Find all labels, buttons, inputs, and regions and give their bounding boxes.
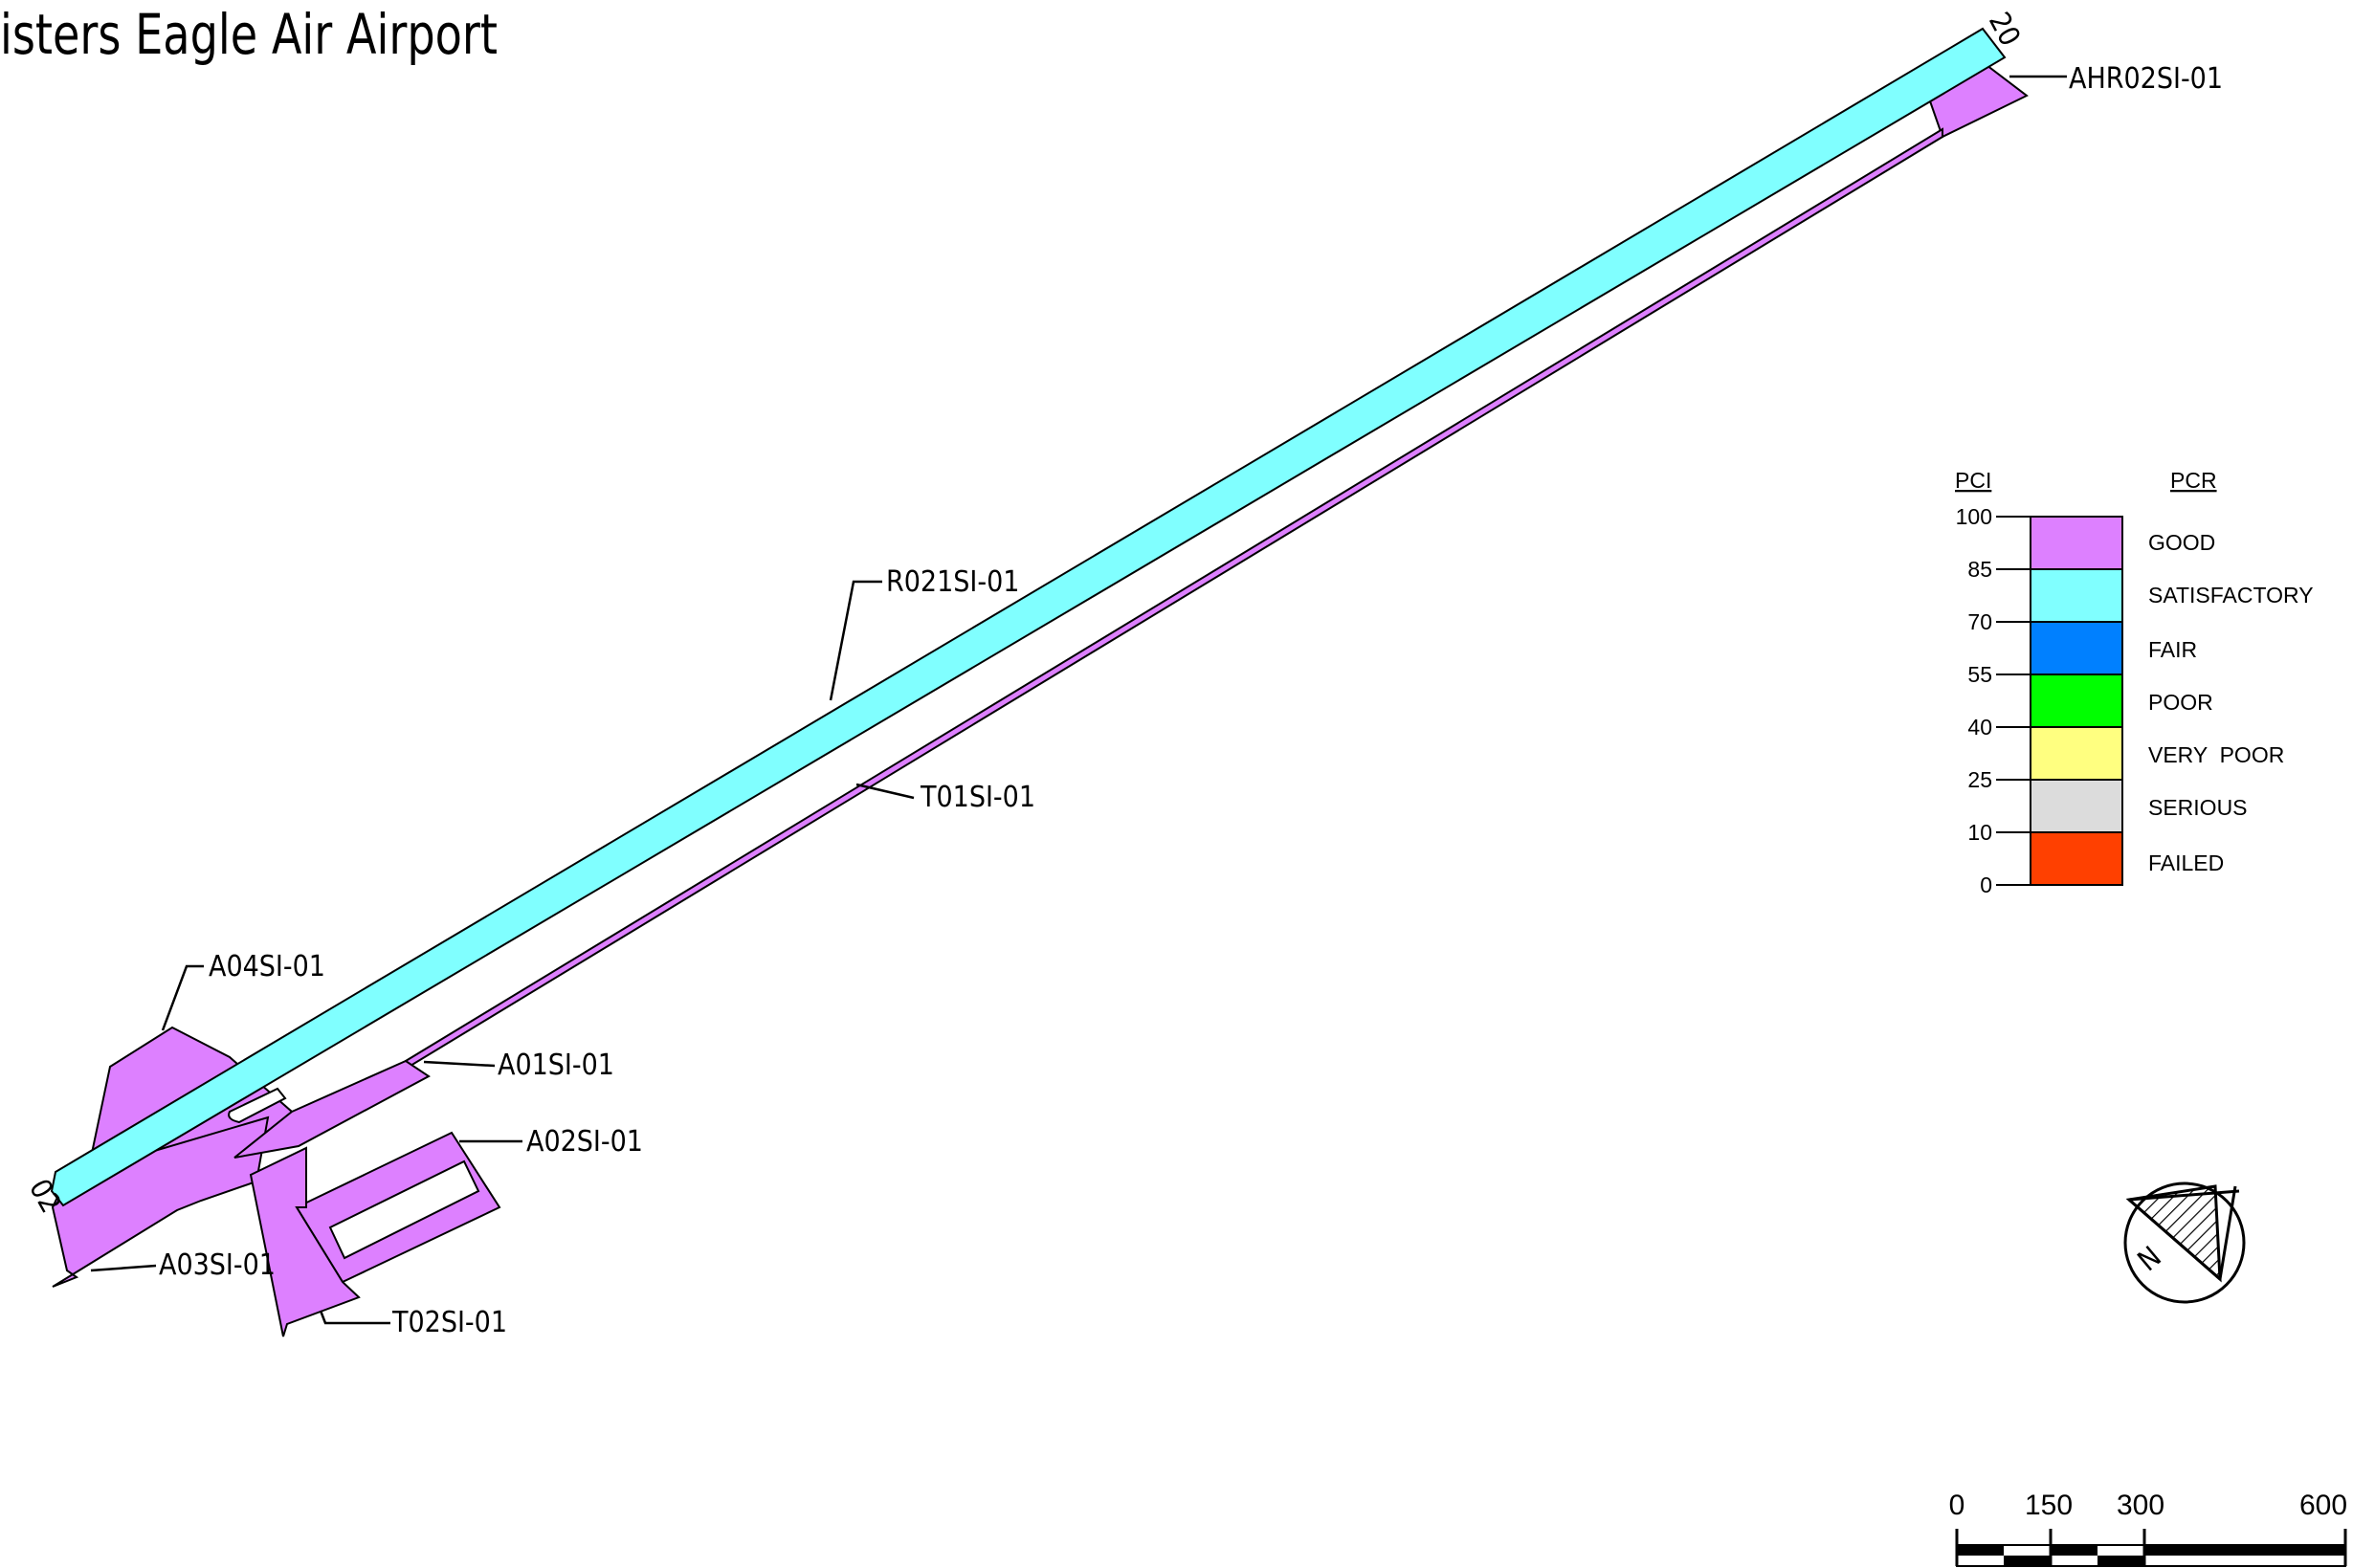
label-helipad: AHR02SI-01 (2069, 62, 2223, 96)
label-apron-3: A03SI-01 (159, 1248, 276, 1282)
legend-pcr-header: PCR (2170, 468, 2217, 493)
legend-label-fair: FAIR (2148, 637, 2197, 662)
pci-legend: PCI PCR 100 85 70 55 40 25 10 0 GOOD SAT… (1955, 468, 2314, 897)
scale-label-600: 600 (2299, 1490, 2347, 1521)
legend-swatch-poor (2030, 674, 2123, 728)
label-taxiway-parallel: T01SI-01 (920, 781, 1035, 814)
taxiway-t02-section[interactable] (249, 1146, 361, 1337)
legend-swatch-failed (2030, 831, 2123, 886)
legend-label-very-poor: VERY POOR (2148, 742, 2284, 767)
runway-section[interactable] (50, 27, 2007, 1207)
north-arrow-icon (2123, 1182, 2246, 1304)
legend-tick-100: 100 (1956, 504, 1992, 529)
legend-tick-40: 40 (1967, 715, 1992, 740)
legend-swatch-good (2030, 516, 2123, 570)
legend-tick-70: 70 (1967, 609, 1992, 634)
leader-lines (90, 75, 2067, 1325)
legend-tick-10: 10 (1967, 820, 1992, 845)
parallel-taxiway-section[interactable] (405, 127, 1943, 1071)
scale-label-0: 0 (1949, 1490, 1965, 1521)
legend-swatch-very-poor (2030, 726, 2123, 781)
section-labels: AHR02SI-01 R021SI-01 T01SI-01 A04SI-01 A… (159, 62, 2223, 1339)
scale-bar (1955, 1529, 2347, 1567)
label-taxiway-connector: T02SI-01 (391, 1306, 507, 1339)
legend-label-failed: FAILED (2148, 850, 2224, 875)
legend-swatch-satisfactory (2030, 568, 2123, 623)
apron-notch (228, 1087, 287, 1124)
apron-a01-section[interactable] (233, 1059, 431, 1159)
label-apron-2: A02SI-01 (526, 1125, 643, 1159)
legend-swatch-serious (2030, 779, 2123, 833)
legend-tick-85: 85 (1967, 557, 1992, 582)
legend-label-good: GOOD (2148, 530, 2215, 555)
label-runway: R021SI-01 (886, 565, 1019, 599)
label-apron-1: A01SI-01 (498, 1049, 614, 1082)
legend-tick-25: 25 (1967, 767, 1992, 792)
legend-tick-55: 55 (1967, 662, 1992, 687)
map-title: isters Eagle Air Airport (0, 2, 498, 67)
label-apron-4: A04SI-01 (209, 950, 325, 983)
legend-swatch-fair (2030, 621, 2123, 675)
legend-label-serious: SERIOUS (2148, 795, 2248, 820)
legend-tick-0: 0 (1980, 872, 1992, 897)
legend-label-satisfactory: SATISFACTORY (2148, 583, 2314, 607)
pavement-sections (50, 27, 2029, 1337)
legend-label-poor: POOR (2148, 690, 2213, 715)
legend-pci-header: PCI (1955, 468, 1991, 493)
scale-label-300: 300 (2117, 1490, 2164, 1521)
scale-label-150: 150 (2025, 1490, 2073, 1521)
